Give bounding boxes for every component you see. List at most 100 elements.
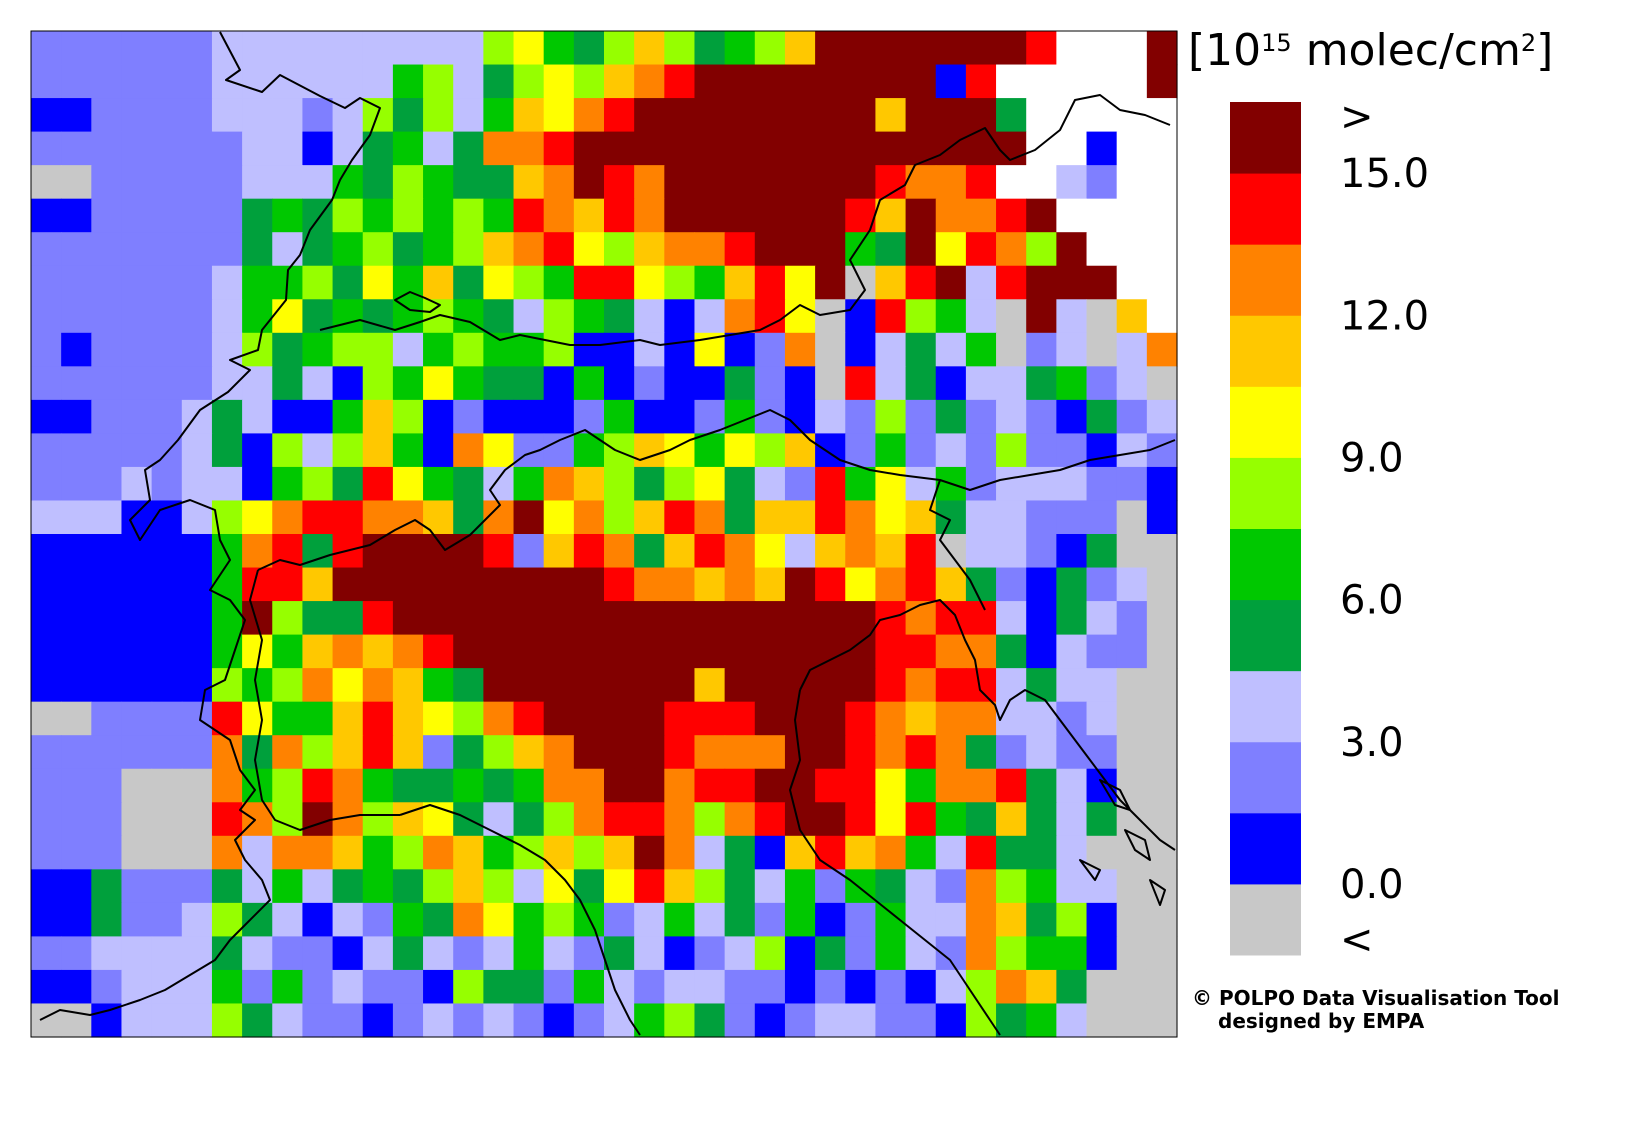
grid-cell	[91, 768, 123, 803]
grid-cell	[815, 668, 846, 703]
grid-cell	[996, 802, 1027, 837]
grid-cell	[784, 701, 816, 736]
grid-cell	[634, 701, 665, 736]
grid-cell	[302, 701, 334, 736]
grid-cell	[91, 232, 123, 267]
grid-cell	[935, 802, 967, 837]
grid-cell	[151, 198, 183, 233]
grid-cell	[181, 131, 213, 166]
grid-cell	[664, 366, 696, 401]
grid-cell	[332, 366, 364, 401]
grid-cell	[1026, 433, 1057, 468]
grid-cell	[91, 31, 123, 66]
grid-cell	[754, 165, 786, 200]
grid-cell	[483, 735, 515, 770]
grid-cell	[1026, 969, 1057, 1005]
grid-cell	[332, 902, 364, 937]
grid-cell	[91, 601, 123, 636]
legend-label: 6.0	[1340, 578, 1404, 624]
grid-cell	[664, 466, 696, 502]
grid-cell	[543, 768, 575, 803]
grid-cell	[543, 198, 575, 233]
grid-cell	[784, 1003, 816, 1038]
grid-cell	[1116, 366, 1148, 401]
grid-cell	[905, 131, 937, 166]
grid-cell	[31, 768, 62, 803]
grid-cell	[121, 299, 153, 334]
grid-cell	[965, 466, 997, 502]
grid-cell	[694, 232, 726, 267]
grid-cell	[845, 902, 877, 937]
grid-cell	[61, 567, 92, 602]
grid-cell	[61, 98, 92, 133]
grid-cell	[664, 1003, 696, 1038]
grid-cell	[573, 98, 605, 133]
grid-cell	[151, 534, 183, 569]
grid-cell	[61, 802, 92, 837]
grid-cell	[453, 198, 484, 233]
grid-cell	[483, 1003, 515, 1038]
grid-cell	[724, 433, 756, 468]
grid-cell	[181, 902, 213, 937]
grid-cell	[1086, 802, 1118, 837]
legend-swatch	[1230, 883, 1301, 956]
grid-cell	[634, 98, 665, 133]
grid-cell	[1056, 668, 1088, 703]
grid-cell	[754, 1003, 786, 1038]
grid-cell	[423, 567, 454, 602]
grid-cell	[121, 802, 153, 837]
grid-cell	[211, 802, 243, 837]
grid-cell	[302, 265, 334, 300]
grid-cell	[1056, 701, 1088, 736]
grid-cell	[664, 198, 696, 233]
grid-cell	[543, 701, 575, 736]
grid-cell	[392, 332, 424, 367]
grid-cell	[543, 634, 575, 669]
grid-cell	[121, 165, 153, 200]
grid-cell	[604, 567, 635, 602]
grid-cell	[513, 31, 545, 66]
grid-cell	[1116, 534, 1148, 569]
grid-cell	[272, 31, 304, 66]
grid-cell	[61, 232, 92, 267]
grid-cell	[573, 500, 605, 535]
grid-cell	[483, 534, 515, 569]
grid-cell	[543, 534, 575, 569]
grid-cell	[453, 165, 484, 200]
grid-cell	[754, 232, 786, 267]
grid-cell	[996, 634, 1027, 669]
grid-cell	[121, 332, 153, 367]
grid-cell	[513, 902, 545, 937]
grid-cell	[634, 735, 665, 770]
grid-cell	[1056, 567, 1088, 602]
grid-cell	[1086, 332, 1118, 367]
grid-cell	[181, 634, 213, 669]
grid-cell	[965, 735, 997, 770]
grid-cell	[483, 165, 515, 200]
grid-cell	[483, 701, 515, 736]
grid-cell	[242, 433, 273, 468]
grid-cell	[573, 332, 605, 367]
legend-swatch	[1230, 102, 1301, 174]
grid-cell	[332, 969, 364, 1005]
grid-cell	[965, 64, 997, 99]
grid-cell	[151, 634, 183, 669]
grid-cell	[211, 768, 243, 803]
grid-cell	[272, 332, 304, 367]
grid-cell	[453, 1003, 484, 1038]
grid-cell	[935, 969, 967, 1005]
grid-cell	[664, 31, 696, 66]
grid-cell	[1056, 869, 1088, 904]
grid-cell	[543, 366, 575, 401]
grid-cell	[31, 466, 62, 502]
grid-cell	[362, 902, 394, 937]
grid-cell	[543, 802, 575, 837]
grid-cell	[302, 969, 334, 1005]
grid-cell	[121, 232, 153, 267]
grid-cell	[483, 433, 515, 468]
grid-cell	[31, 232, 62, 267]
grid-cell	[573, 31, 605, 66]
grid-cell	[905, 735, 937, 770]
grid-cell	[392, 98, 424, 133]
